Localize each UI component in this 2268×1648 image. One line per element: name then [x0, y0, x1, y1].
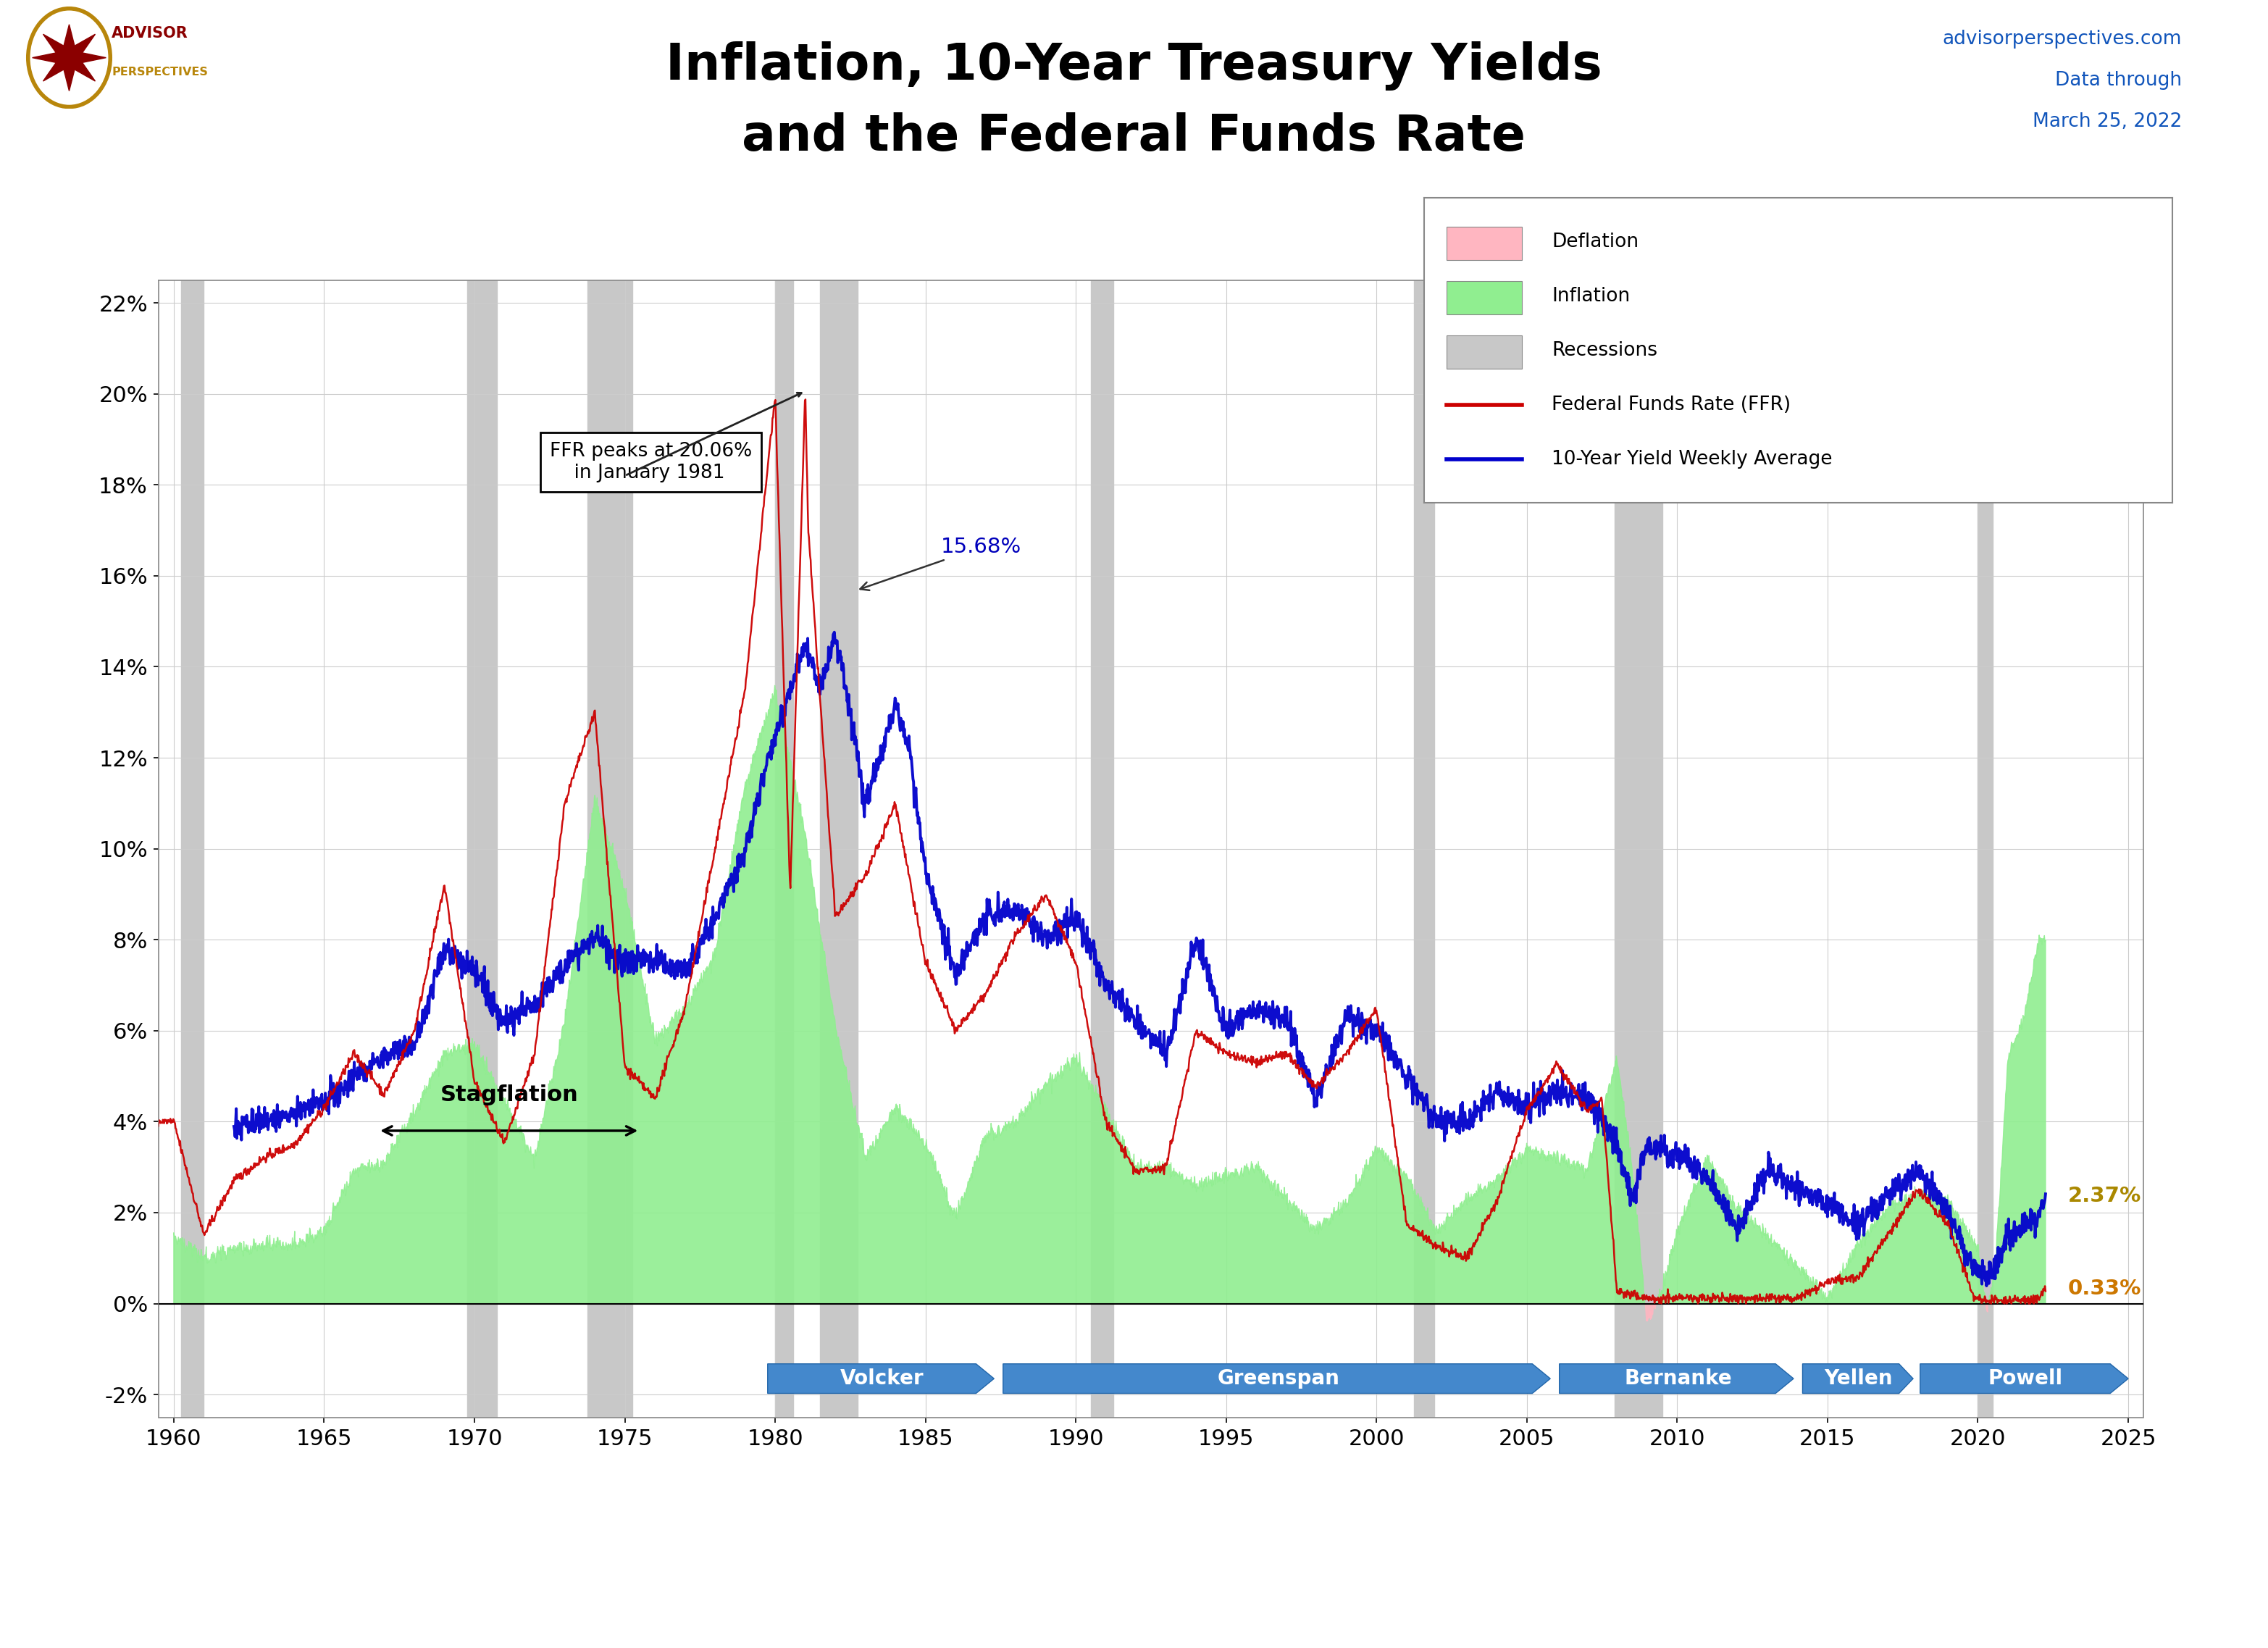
FancyArrow shape: [767, 1365, 993, 1394]
Text: Deflation: Deflation: [1551, 232, 1637, 252]
FancyArrow shape: [1560, 1365, 1794, 1394]
FancyArrow shape: [1803, 1365, 1914, 1394]
Text: Yellen: Yellen: [1823, 1368, 1892, 1389]
Text: PERSPECTIVES: PERSPECTIVES: [111, 66, 209, 77]
Text: FFR peaks at 20.06%
    in January 1981: FFR peaks at 20.06% in January 1981: [549, 442, 753, 483]
FancyArrow shape: [1921, 1365, 2127, 1394]
FancyArrow shape: [1002, 1365, 1551, 1394]
Text: Inflation: Inflation: [1551, 287, 1631, 305]
Text: and the Federal Funds Rate: and the Federal Funds Rate: [742, 112, 1526, 160]
Polygon shape: [32, 25, 107, 91]
Text: Volcker: Volcker: [841, 1368, 925, 1389]
Text: Stagflation: Stagflation: [440, 1084, 578, 1106]
Text: Recessions: Recessions: [1551, 341, 1658, 359]
Text: Bernanke: Bernanke: [1624, 1368, 1733, 1389]
Text: Powell: Powell: [1989, 1368, 2064, 1389]
Text: 2.37%: 2.37%: [2068, 1185, 2141, 1206]
Text: ADVISOR: ADVISOR: [111, 26, 188, 40]
Text: March 25, 2022: March 25, 2022: [2032, 112, 2182, 130]
Text: 15.68%: 15.68%: [860, 537, 1021, 590]
Text: Federal Funds Rate (FFR): Federal Funds Rate (FFR): [1551, 396, 1792, 414]
Bar: [587, 280, 633, 1417]
Bar: [1415, 280, 1433, 1417]
Text: advisorperspectives.com: advisorperspectives.com: [1941, 30, 2182, 48]
Text: Data through: Data through: [2055, 71, 2182, 89]
Bar: [776, 280, 794, 1417]
Text: Greenspan: Greenspan: [1218, 1368, 1340, 1389]
Bar: [181, 280, 204, 1417]
Text: 0.33%: 0.33%: [2068, 1279, 2141, 1299]
Bar: [821, 280, 857, 1417]
Bar: [467, 280, 497, 1417]
Text: Inflation, 10-Year Treasury Yields: Inflation, 10-Year Treasury Yields: [667, 41, 1601, 91]
Bar: [1615, 280, 1662, 1417]
Bar: [1091, 280, 1114, 1417]
Text: 10-Year Yield Weekly Average: 10-Year Yield Weekly Average: [1551, 450, 1833, 468]
Bar: [1978, 280, 1994, 1417]
